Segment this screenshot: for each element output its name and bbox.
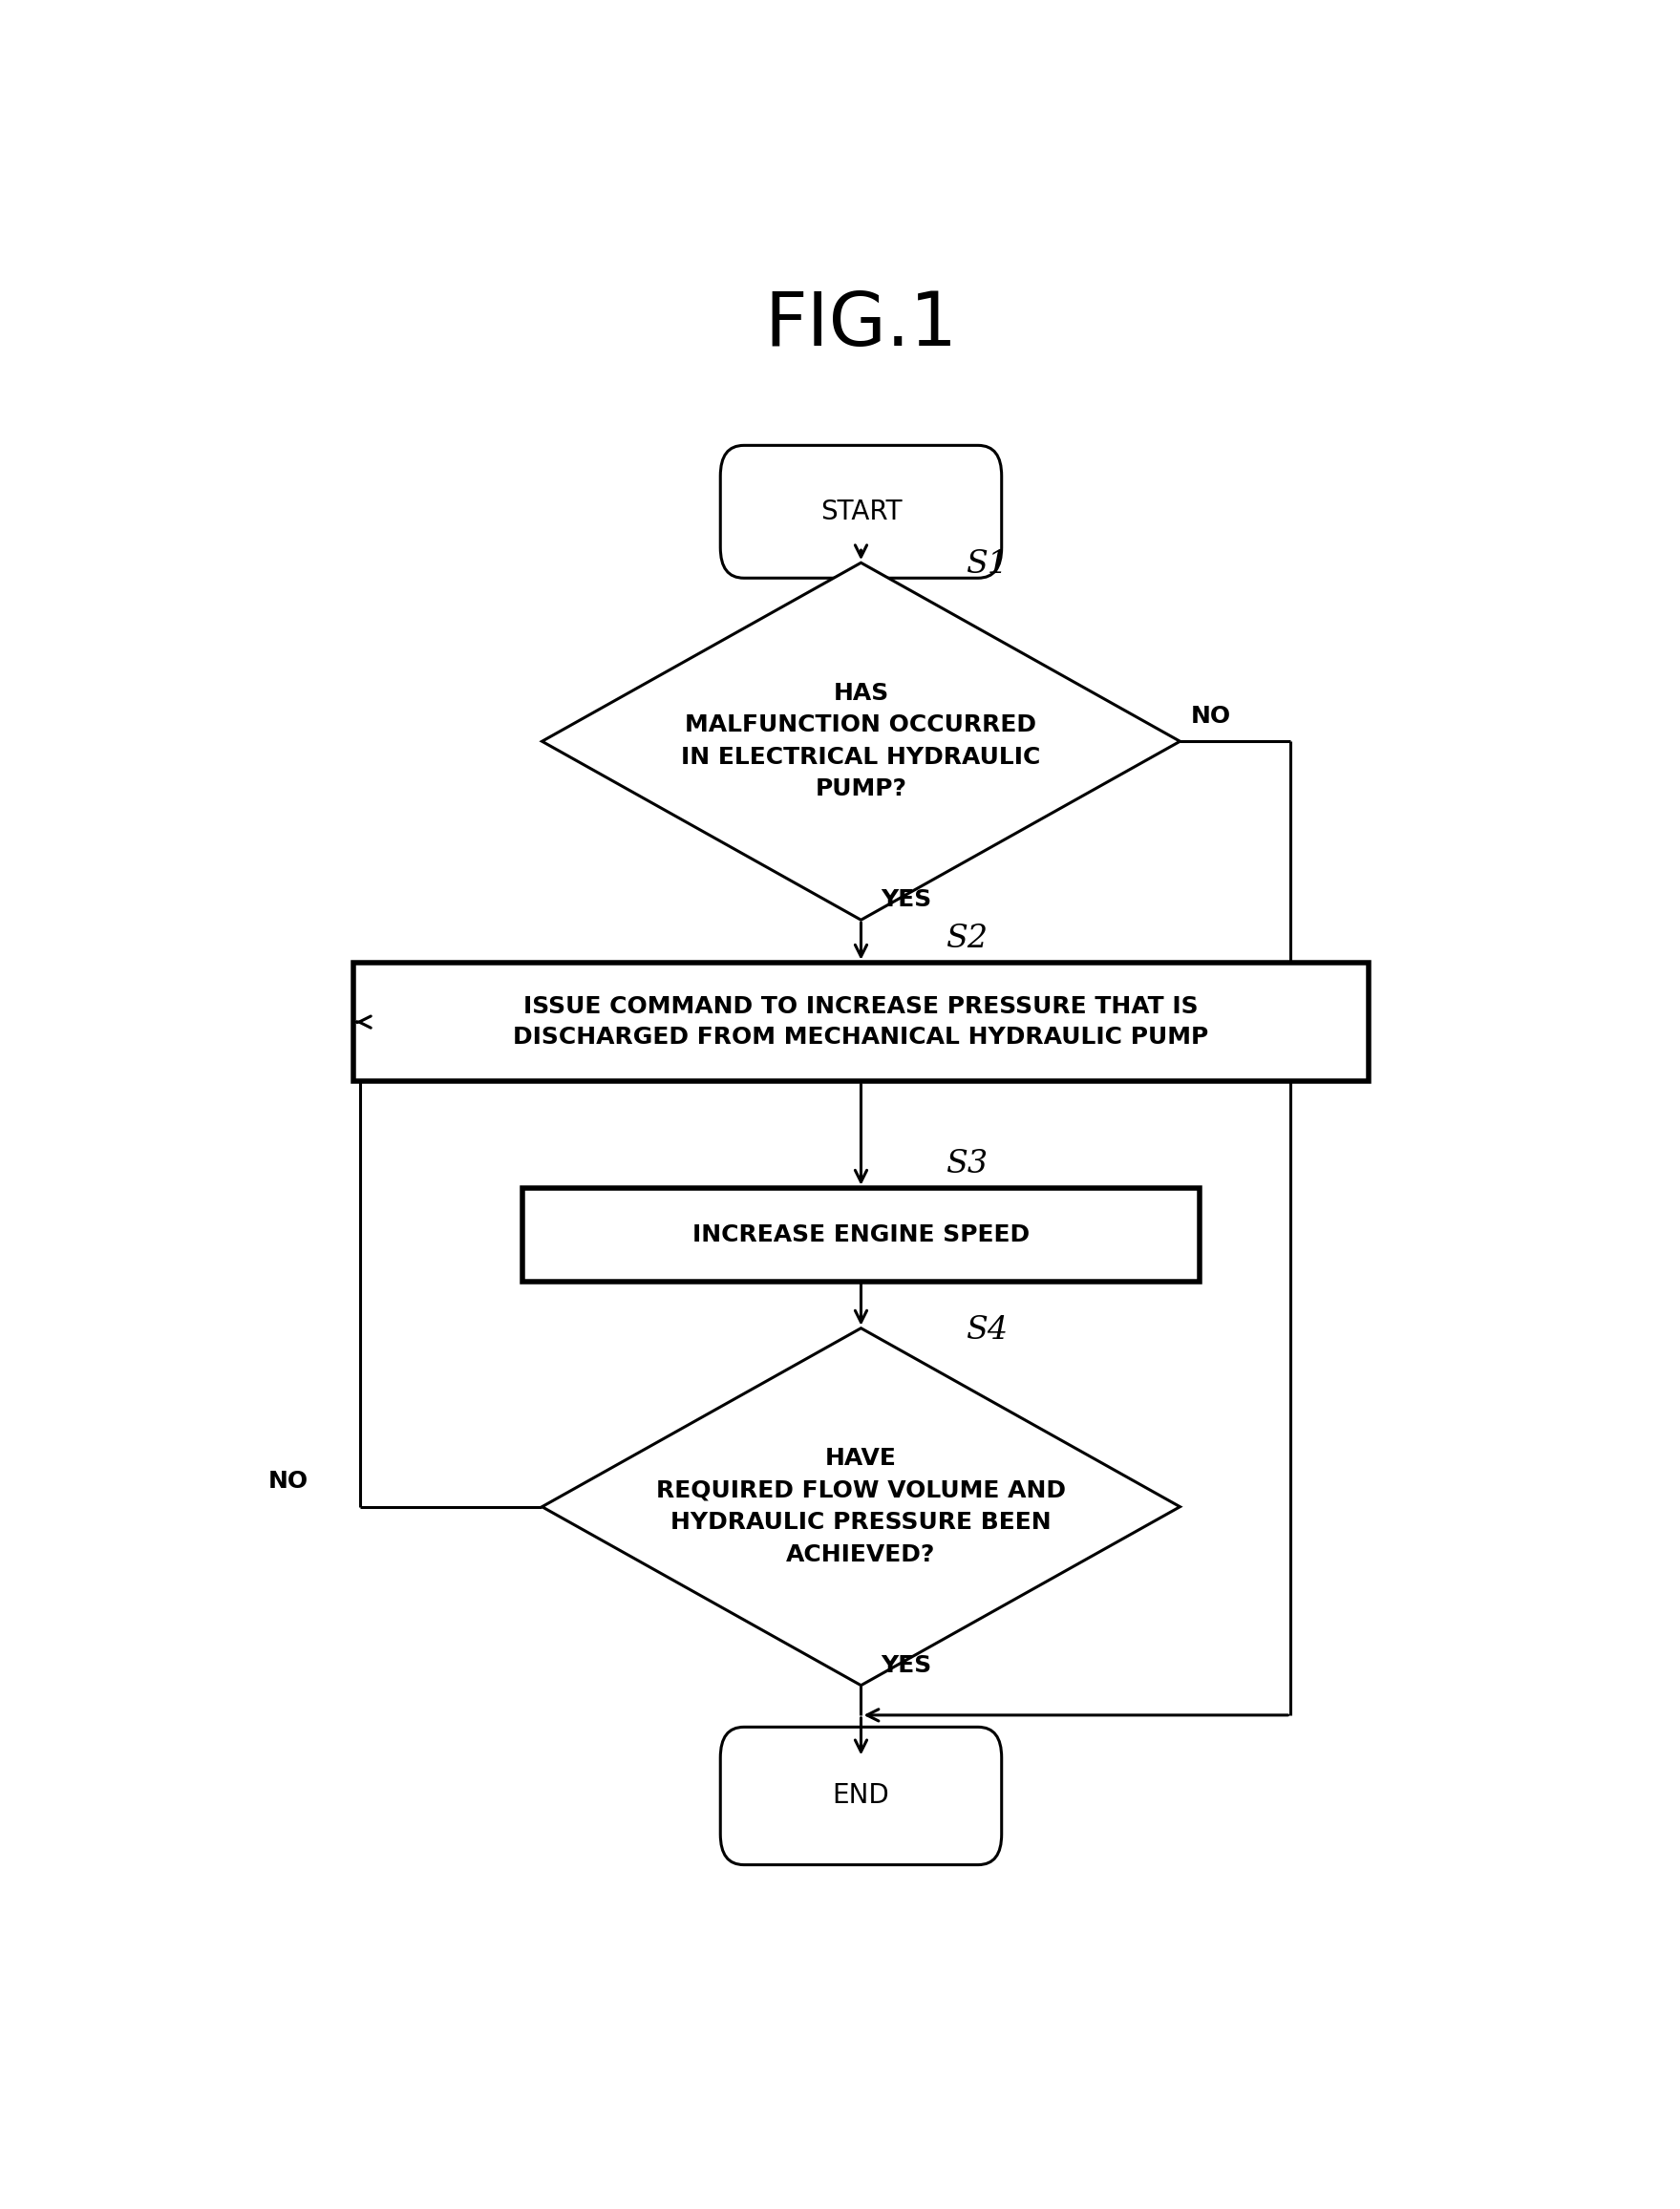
Text: HAVE
REQUIRED FLOW VOLUME AND
HYDRAULIC PRESSURE BEEN
ACHIEVED?: HAVE REQUIRED FLOW VOLUME AND HYDRAULIC … [657,1447,1065,1566]
Text: S3: S3 [946,1149,988,1180]
Text: NO: NO [269,1471,309,1493]
Text: INCREASE ENGINE SPEED: INCREASE ENGINE SPEED [692,1224,1030,1246]
Text: NO: NO [1191,705,1231,727]
Text: YES: YES [880,1655,931,1677]
Polygon shape [543,1328,1179,1685]
Text: S1: S1 [964,550,1008,579]
Bar [353,963,1369,1082]
Bar [522,1188,1200,1281]
Text: YES: YES [880,888,931,912]
Text: END: END [833,1783,889,1809]
Polygon shape [543,563,1179,919]
Text: HAS
MALFUNCTION OCCURRED
IN ELECTRICAL HYDRAULIC
PUMP?: HAS MALFUNCTION OCCURRED IN ELECTRICAL H… [682,683,1040,802]
Text: S2: S2 [946,923,988,954]
FancyBboxPatch shape [721,446,1001,579]
Text: START: START [820,499,902,526]
FancyBboxPatch shape [721,1727,1001,1864]
Text: ISSUE COMMAND TO INCREASE PRESSURE THAT IS
DISCHARGED FROM MECHANICAL HYDRAULIC : ISSUE COMMAND TO INCREASE PRESSURE THAT … [512,996,1210,1049]
Text: FIG.1: FIG.1 [764,289,958,360]
Text: S4: S4 [964,1314,1008,1345]
